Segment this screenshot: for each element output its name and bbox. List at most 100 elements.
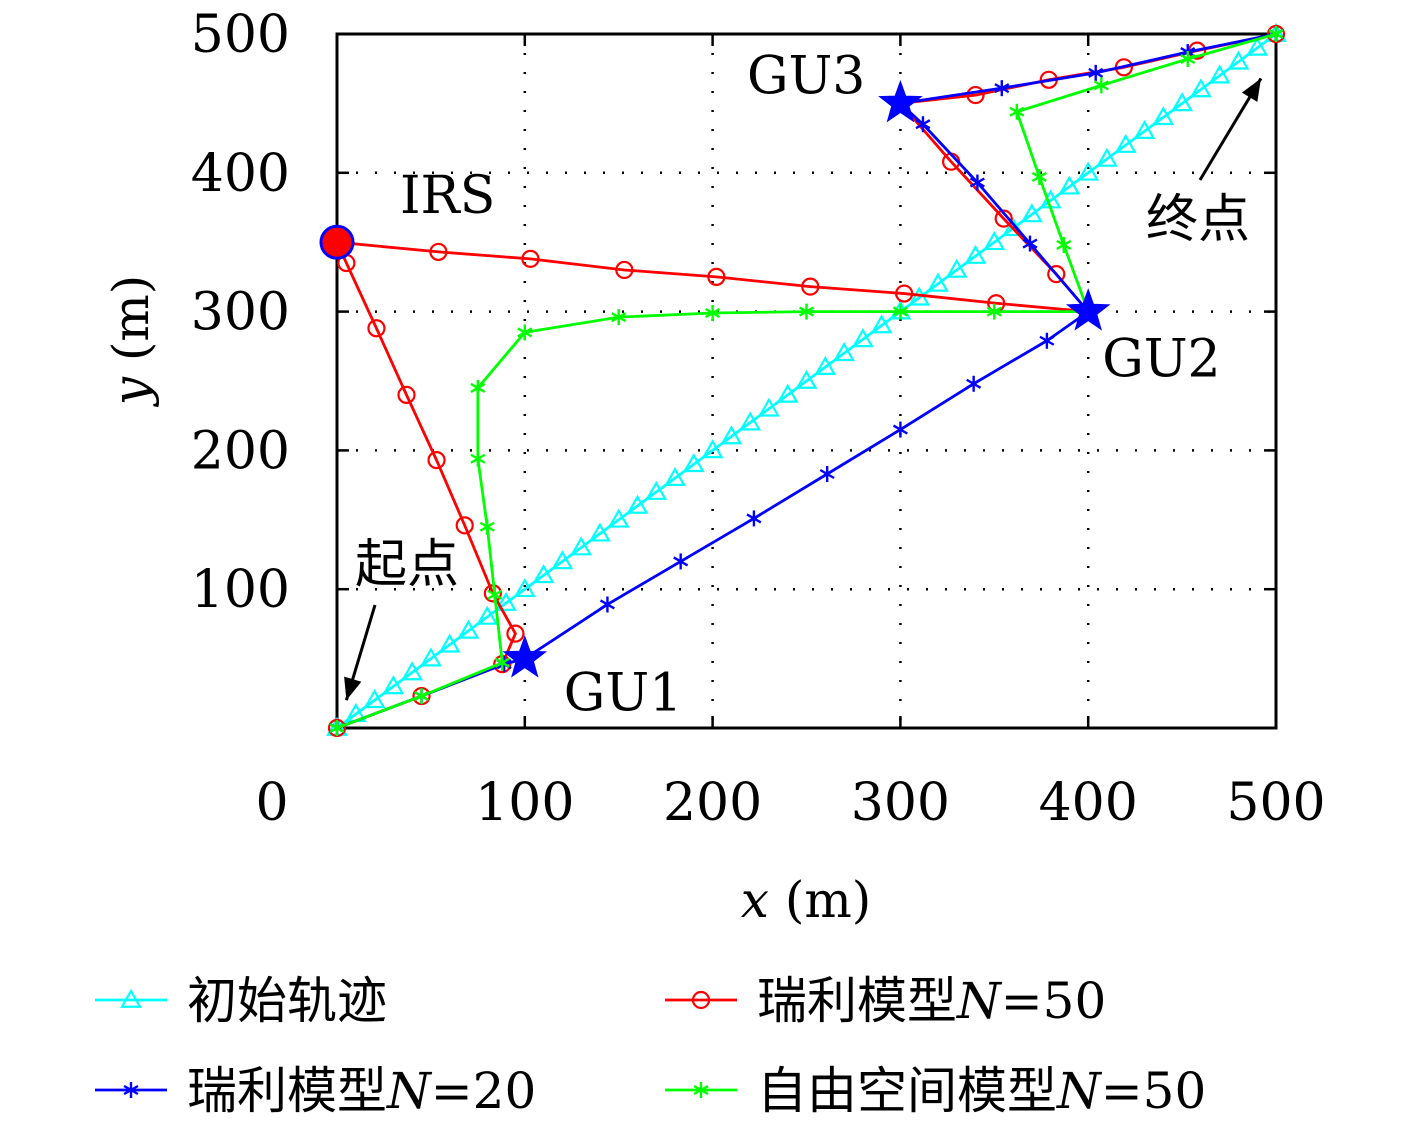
data-point (1180, 50, 1196, 67)
x-axis-var: x (741, 871, 769, 929)
data-point (795, 369, 818, 389)
data-point (589, 522, 611, 542)
data-point (599, 596, 615, 613)
data-point (833, 342, 855, 362)
data-point (455, 516, 474, 535)
data-point (470, 379, 486, 396)
data-point (1039, 332, 1055, 349)
data-point (673, 553, 689, 570)
legend-label-value: =50 (1101, 1062, 1207, 1120)
data-point (626, 494, 649, 514)
data-point (1171, 92, 1193, 112)
data-point (994, 80, 1010, 97)
data-point (927, 272, 949, 292)
data-point (363, 689, 386, 709)
data-point (1031, 168, 1047, 185)
data-point (1227, 50, 1250, 70)
data-point (945, 258, 968, 278)
data-point (382, 675, 405, 695)
data-point (1093, 77, 1109, 94)
legend-entry: 瑞利模型N=50 (665, 972, 1106, 1030)
point-label: GU3 (747, 46, 865, 106)
data-point (532, 564, 555, 584)
data-point (986, 303, 1002, 320)
grid (337, 34, 1276, 728)
legend-marker (693, 1082, 709, 1098)
data-point (494, 654, 510, 671)
point-label: GU1 (564, 664, 682, 724)
y-tick-label: 200 (191, 421, 290, 481)
data-point (1077, 161, 1100, 181)
data-point (1152, 106, 1175, 126)
x-axis-label: x (m) (741, 871, 872, 929)
legend-label-var: N (1056, 1062, 1103, 1120)
data-point (1056, 236, 1072, 253)
data-point (429, 242, 448, 262)
data-point (506, 624, 525, 643)
data-point (607, 508, 630, 528)
x-tick-label: 300 (851, 773, 950, 833)
data-point (615, 260, 634, 280)
data-point (413, 688, 430, 705)
data-point (367, 319, 386, 338)
data-point (476, 605, 499, 625)
x-tick-label: 400 (1039, 773, 1138, 833)
data-point (1009, 103, 1025, 120)
annotation-arrow-head (344, 676, 362, 701)
data-point (1058, 175, 1081, 195)
data-point (1096, 147, 1118, 167)
x-tick-label: 0 (255, 773, 288, 833)
data-point (1114, 133, 1137, 153)
data-point (1022, 235, 1038, 252)
x-tick-label: 200 (663, 773, 762, 833)
data-point (819, 465, 835, 482)
legend-label-text: 瑞利模型 (757, 972, 957, 1030)
series-line (336, 32, 1277, 730)
data-point (966, 375, 982, 392)
legend-label-value: =20 (431, 1062, 537, 1120)
legend-label-text: 自由空间模型 (757, 1062, 1057, 1120)
data-point (870, 314, 893, 334)
data-point (517, 324, 533, 341)
annotation-text: 起点 (355, 535, 459, 595)
data-point (1047, 265, 1066, 284)
legend-entry: 瑞利模型N=20 (95, 1062, 536, 1120)
user-star-marker (1065, 288, 1111, 331)
data-point (701, 439, 724, 459)
data-point (1133, 119, 1156, 140)
irs-marker (319, 224, 355, 260)
data-point (438, 633, 461, 653)
data-point (479, 518, 495, 535)
data-point (1189, 78, 1212, 98)
data-point (964, 244, 987, 264)
data-point (401, 661, 424, 681)
y-tick-labels: 100 200 300 400 500 (191, 5, 290, 620)
x-axis-unit: (m) (769, 871, 871, 929)
data-point (994, 209, 1013, 228)
user-star-marker (502, 635, 548, 678)
data-point (983, 230, 1006, 251)
data-point (969, 174, 985, 191)
legend-marker (123, 1082, 139, 1098)
annotation-text: 终点 (1146, 190, 1250, 250)
series-line (336, 32, 1277, 730)
legend-label-var: N (386, 1062, 433, 1120)
data-point (521, 249, 540, 268)
legend-label-var: N (956, 972, 1003, 1030)
y-tick-label: 300 (191, 283, 290, 343)
plot-area-frame (335, 32, 1278, 730)
data-point (895, 284, 914, 303)
legend-label-text: 瑞利模型 (187, 1062, 387, 1120)
data-point (487, 586, 503, 603)
annotations: 起点 终点 (344, 77, 1263, 701)
series-line (336, 32, 1277, 730)
user-star-marker (878, 79, 923, 123)
series-line (335, 32, 1277, 730)
series-0 (326, 22, 1287, 736)
data-point (746, 510, 762, 527)
data-point (1020, 203, 1043, 223)
point-label: GU2 (1102, 330, 1220, 390)
data-point (664, 466, 686, 487)
